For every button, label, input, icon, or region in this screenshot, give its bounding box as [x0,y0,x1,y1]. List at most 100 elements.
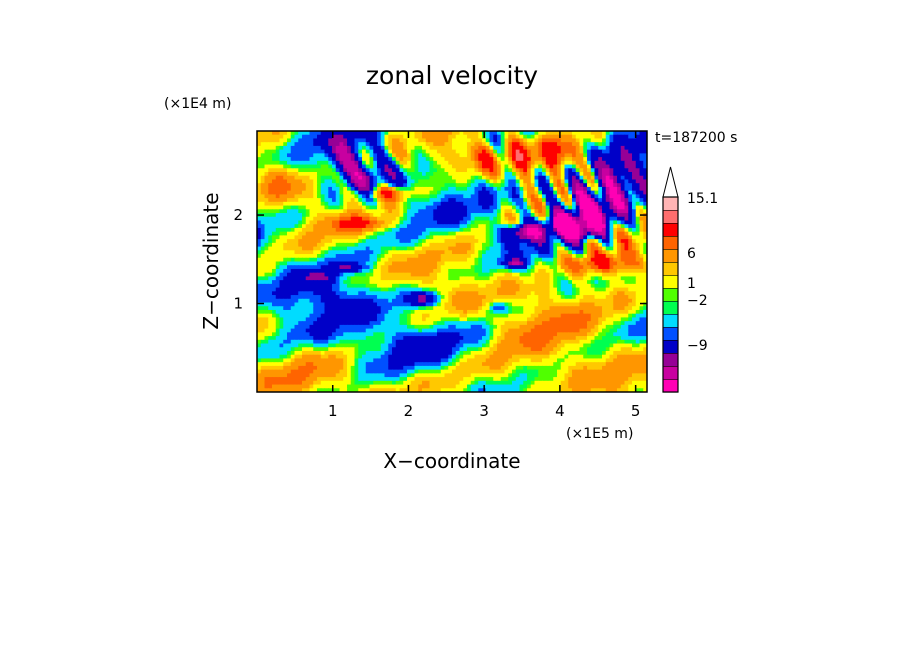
field-cell [298,302,303,307]
field-cell [527,153,532,158]
field-cell [632,209,637,214]
field-cell [444,295,449,300]
field-cell [617,172,622,177]
field-cell [515,239,521,244]
field-cell [324,276,329,281]
field-cell [433,216,438,222]
field-cell [279,201,284,207]
field-cell [590,227,596,233]
field-cell [257,242,262,248]
field-cell [365,235,371,240]
field-cell [335,231,341,236]
field-cell [572,239,577,244]
field-cell [283,298,288,304]
field-cell [504,153,509,158]
field-cell [590,213,596,218]
field-cell [470,227,476,233]
field-cell [572,295,577,300]
field-cell [407,287,412,292]
field-cell [257,265,262,270]
field-cell [377,179,382,184]
field-cell [617,175,622,181]
field-cell [377,306,382,311]
field-cell [643,194,647,199]
field-cell [309,172,314,177]
field-cell [350,302,356,307]
field-cell [557,190,562,195]
field-cell [598,164,603,169]
field-cell [309,254,314,259]
field-cell [482,190,487,195]
field-cell [542,213,547,218]
field-cell [579,302,584,307]
field-cell [339,265,344,270]
field-cell [564,153,569,158]
field-cell [632,186,637,192]
field-cell [332,235,337,240]
field-cell [392,172,397,177]
field-cell [328,205,333,210]
field-cell [474,306,479,311]
field-cell [294,302,299,307]
field-cell [515,164,521,169]
field-cell [632,272,637,278]
field-cell [422,186,427,192]
field-cell [534,157,539,162]
field-cell [260,239,266,244]
field-cell [455,172,461,177]
field-cell [362,257,367,263]
field-cell [605,172,611,177]
field-cell [433,164,438,169]
field-cell [444,227,449,233]
field-cell [590,235,596,240]
field-cell [549,175,554,181]
field-cell [429,142,434,147]
field-cell [332,209,337,214]
field-cell [298,201,303,207]
field-cell [302,268,307,274]
field-cell [500,183,506,188]
field-cell [362,134,367,140]
field-cell [583,179,588,184]
field-cell [542,145,547,151]
field-cell [324,157,329,162]
field-cell [590,224,596,229]
field-cell [500,231,506,236]
field-cell [474,149,479,154]
field-cell [328,160,333,166]
field-cell [403,145,408,151]
field-cell [512,149,517,154]
field-cell [369,157,374,162]
field-cell [628,250,633,255]
field-cell [343,276,348,281]
field-cell [635,186,641,192]
field-cell [515,257,521,263]
field-cell [283,220,288,225]
field-cell [527,231,532,236]
field-cell [579,239,584,244]
field-cell [538,213,543,218]
field-cell [275,287,281,292]
field-cell [437,142,442,147]
field-cell [264,276,269,281]
field-cell [545,276,551,281]
field-cell [328,157,333,162]
field-cell [594,142,599,147]
field-cell [508,272,513,278]
field-cell [444,190,449,195]
field-cell [609,254,614,259]
field-cell [542,306,547,311]
field-cell [542,160,547,166]
field-cell [632,172,637,177]
field-cell [365,239,371,244]
field-cell [560,298,566,304]
field-cell [358,280,363,285]
field-cell [583,190,588,195]
field-cell [602,186,607,192]
field-cell [365,157,371,162]
field-cell [369,227,374,233]
field-cell [624,190,629,195]
field-cell [515,220,521,225]
field-cell [598,242,603,248]
field-cell [302,205,307,210]
